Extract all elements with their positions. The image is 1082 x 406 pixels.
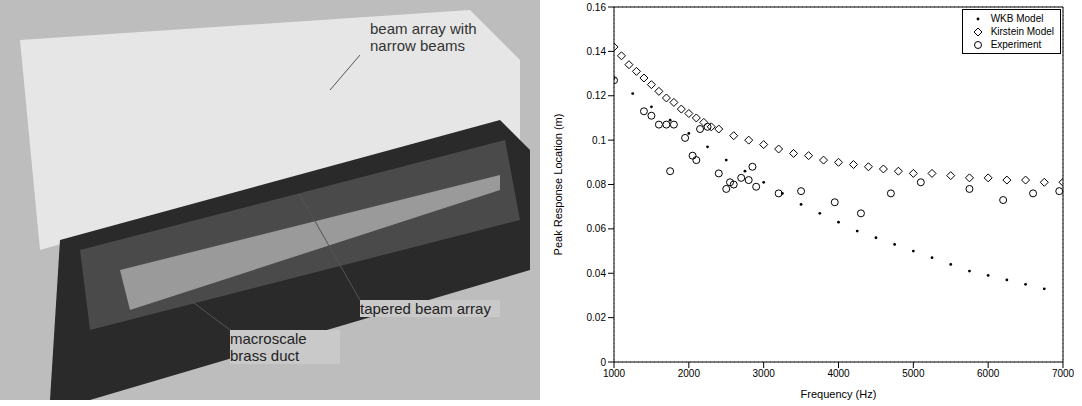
html-text:tapered beam array: tapered beam array xyxy=(360,300,491,317)
html-text:Kirstein Model: Kirstein Model xyxy=(990,26,1054,37)
svg-text:Peak Response Location (m): Peak Response Location (m) xyxy=(552,114,564,256)
svg-text:0.02: 0.02 xyxy=(587,312,607,323)
svg-text:0.1: 0.1 xyxy=(592,135,606,146)
svg-text:7000: 7000 xyxy=(1052,368,1075,379)
svg-text:0.12: 0.12 xyxy=(587,90,607,101)
svg-text:5000: 5000 xyxy=(902,368,925,379)
svg-text:6000: 6000 xyxy=(977,368,1000,379)
svg-text:0.16: 0.16 xyxy=(587,2,607,13)
html-text:WKB Model: WKB Model xyxy=(990,13,1044,24)
svg-text:2000: 2000 xyxy=(678,368,701,379)
html-text:beam array with narrow beams: beam array with narrow beams xyxy=(370,20,477,54)
svg-text:4000: 4000 xyxy=(827,368,850,379)
html-text:Experiment: Experiment xyxy=(990,39,1042,50)
svg-text:0.06: 0.06 xyxy=(587,223,607,234)
svg-text:0.14: 0.14 xyxy=(587,46,607,57)
html-text:macroscale brass duct: macroscale brass duct xyxy=(230,330,307,364)
svg-text:3000: 3000 xyxy=(753,368,776,379)
svg-text:0: 0 xyxy=(600,357,606,368)
svg-text:0.08: 0.08 xyxy=(587,179,607,190)
svg-text:Frequency (Hz): Frequency (Hz) xyxy=(801,388,877,400)
svg-text:0.04: 0.04 xyxy=(587,268,607,279)
svg-text:1000: 1000 xyxy=(603,368,626,379)
